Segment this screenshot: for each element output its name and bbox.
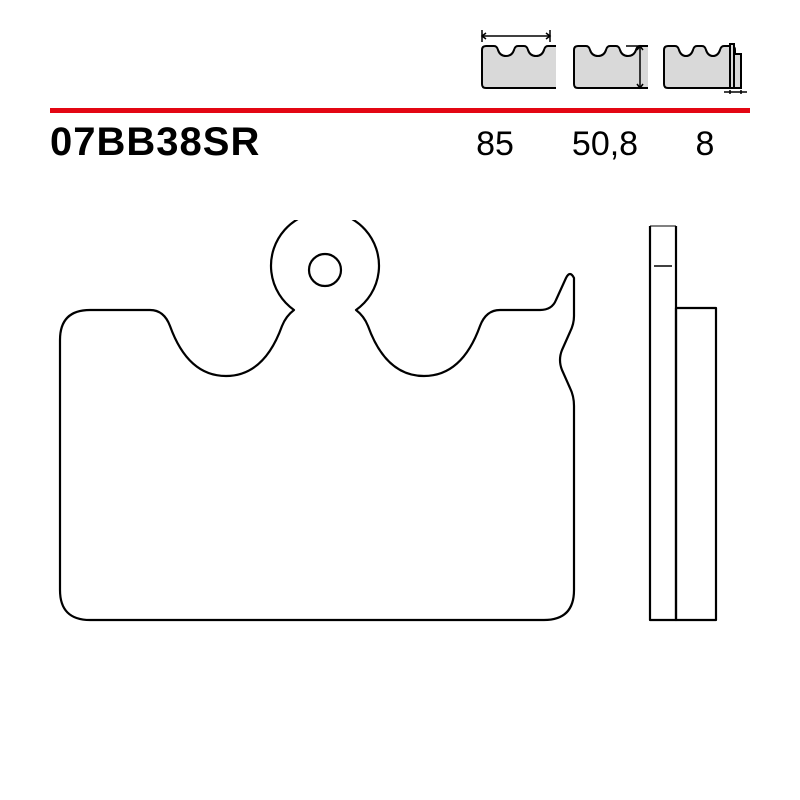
front-view	[60, 220, 574, 620]
pad-thick-icon	[660, 24, 748, 94]
pad-width-icon	[476, 24, 556, 94]
part-number: 07BB38SR	[50, 120, 260, 165]
side-view	[650, 226, 716, 620]
dim-height: 50,8	[550, 125, 660, 164]
dimension-icons-row	[476, 24, 748, 94]
spec-row: 07BB38SR 85 50,8 8	[50, 120, 750, 165]
divider-rule	[50, 108, 750, 113]
dim-thickness: 8	[660, 125, 750, 164]
technical-diagram	[50, 220, 750, 645]
pad-height-icon	[568, 24, 648, 94]
dim-width: 85	[440, 125, 550, 164]
